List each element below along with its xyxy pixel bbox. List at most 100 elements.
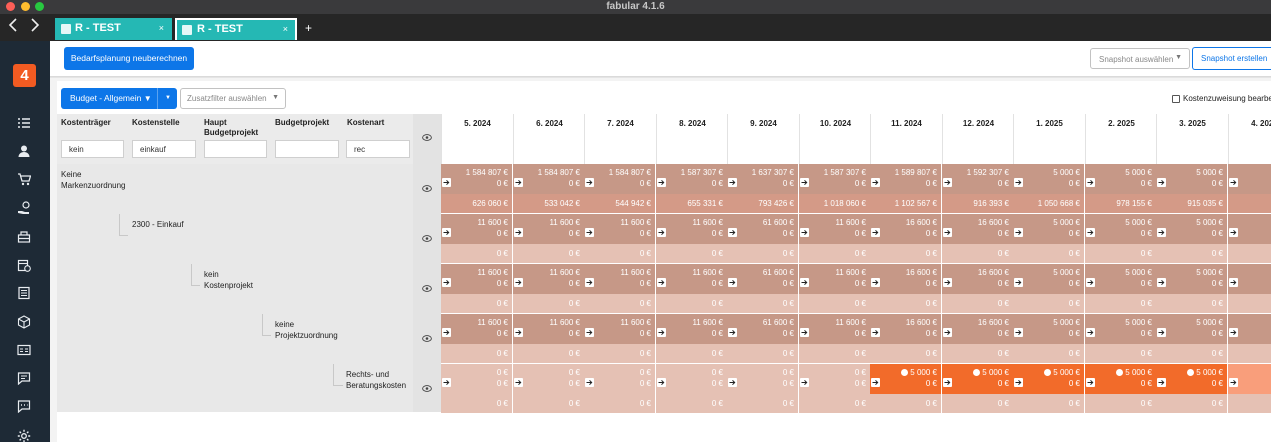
budget-cell[interactable]: 16 600 € 0 €	[942, 214, 1013, 244]
budget-cell[interactable]: 5 000 € 0 €	[870, 364, 941, 394]
arrow-right-icon[interactable]	[1229, 228, 1238, 237]
budget-cell[interactable]: 5 000 € 0 €	[1156, 264, 1227, 294]
budget-cell[interactable]: 16 600 € 0 €	[870, 314, 941, 344]
budget-cell[interactable]: 1 587 307 € 0 €	[799, 164, 870, 194]
arrow-right-icon[interactable]	[585, 278, 594, 287]
eye-icon[interactable]	[422, 335, 432, 342]
arrow-right-icon[interactable]	[1157, 278, 1166, 287]
minimize-window-dot[interactable]	[21, 2, 30, 11]
arrow-right-icon[interactable]	[943, 378, 952, 387]
budget-cell[interactable]: 1 592 307 € 0 €	[942, 164, 1013, 194]
arrow-right-icon[interactable]	[442, 228, 451, 237]
arrow-right-icon[interactable]	[442, 178, 451, 187]
extra-filter-dropdown[interactable]: Zusatzfilter auswählen ▼	[180, 88, 286, 109]
budget-cell[interactable]: 11 600 € 0 €	[656, 214, 727, 244]
recalculate-button[interactable]: Bedarfsplanung neuberechnen	[64, 47, 194, 70]
arrow-right-icon[interactable]	[871, 278, 880, 287]
arrow-right-icon[interactable]	[728, 228, 737, 237]
arrow-right-icon[interactable]	[1229, 178, 1238, 187]
arrow-right-icon[interactable]	[657, 378, 666, 387]
chevron-right-icon[interactable]	[30, 18, 40, 36]
budget-cell[interactable]: 11 600 € 0 €	[584, 214, 655, 244]
arrow-right-icon[interactable]	[1157, 178, 1166, 187]
budget-cell[interactable]: 5 000 € 0 €	[1085, 214, 1156, 244]
budget-cell[interactable]: 1 584 807 € 0 €	[441, 164, 512, 194]
arrow-right-icon[interactable]	[657, 278, 666, 287]
arrow-right-icon[interactable]	[943, 228, 952, 237]
kostenstelle-filter-input[interactable]: einkauf	[132, 140, 196, 158]
arrow-right-icon[interactable]	[514, 378, 523, 387]
budget-cell[interactable]: 0 €0 €	[513, 364, 584, 394]
arrow-right-icon[interactable]	[1014, 178, 1023, 187]
arrow-right-icon[interactable]	[514, 178, 523, 187]
arrow-right-icon[interactable]	[1014, 328, 1023, 337]
budget-cell[interactable]: 0 €0 €	[656, 364, 727, 394]
arrow-right-icon[interactable]	[1157, 228, 1166, 237]
box-icon[interactable]	[17, 315, 31, 329]
list-icon[interactable]	[17, 116, 31, 130]
budget-cell[interactable]: 11 600 € 0 €	[441, 214, 512, 244]
tab-close-icon[interactable]: ×	[158, 23, 164, 33]
user-icon[interactable]	[17, 144, 31, 158]
budget-cell[interactable]	[1228, 264, 1271, 294]
budget-cell[interactable]	[1228, 364, 1271, 394]
budget-cell[interactable]: 11 600 € 0 €	[656, 314, 727, 344]
budget-cell[interactable]: 5 000 € 0 €	[1085, 164, 1156, 194]
arrow-right-icon[interactable]	[514, 278, 523, 287]
arrow-right-icon[interactable]	[442, 278, 451, 287]
tree-node-projektzuordnung[interactable]: keine Projektzuordnung	[275, 320, 338, 340]
arrow-right-icon[interactable]	[871, 228, 880, 237]
tree-node-kostenart[interactable]: Rechts- und Beratungskosten	[346, 370, 407, 390]
budget-cell[interactable]: 1 584 807 € 0 €	[513, 164, 584, 194]
budget-cell[interactable]: 0 €0 €	[584, 364, 655, 394]
budget-cell[interactable]: 61 600 € 0 €	[727, 214, 798, 244]
id-card-icon[interactable]	[17, 343, 31, 357]
calendar-icon[interactable]	[17, 258, 31, 272]
budget-cell[interactable]	[1228, 314, 1271, 344]
arrow-right-icon[interactable]	[442, 378, 451, 387]
tree-node-kostenprojekt[interactable]: kein Kostenprojekt	[204, 270, 253, 290]
cash-register-icon[interactable]	[17, 230, 31, 244]
arrow-right-icon[interactable]	[943, 278, 952, 287]
arrow-right-icon[interactable]	[1014, 378, 1023, 387]
kostentraeger-filter-input[interactable]: kein	[61, 140, 124, 158]
eye-icon[interactable]	[422, 134, 432, 141]
arrow-right-icon[interactable]	[585, 228, 594, 237]
snapshot-select-dropdown[interactable]: Snapshot auswählen ▼	[1090, 48, 1190, 69]
budget-cell[interactable]: 5 000 € 0 €	[1013, 364, 1084, 394]
budget-cell[interactable]: 5 000 € 0 €	[942, 364, 1013, 394]
budget-cell[interactable]: 11 600 € 0 €	[584, 314, 655, 344]
budget-cell[interactable]: 1 587 307 € 0 €	[656, 164, 727, 194]
haupt-filter-input[interactable]	[204, 140, 267, 158]
budget-cell[interactable]: 1 637 307 € 0 €	[727, 164, 798, 194]
budget-cell[interactable]: 11 600 € 0 €	[441, 314, 512, 344]
budget-cell[interactable]: 0 €0 €	[799, 364, 870, 394]
arrow-right-icon[interactable]	[1086, 228, 1095, 237]
chevron-left-icon[interactable]	[8, 18, 18, 36]
arrow-right-icon[interactable]	[1014, 278, 1023, 287]
close-window-dot[interactable]	[6, 2, 15, 11]
arrow-right-icon[interactable]	[728, 328, 737, 337]
kostenart-filter-input[interactable]: rec	[346, 140, 410, 158]
tree-node-kostenstelle[interactable]: 2300 - Einkauf	[132, 220, 184, 229]
budget-cell[interactable]: 5 000 € 0 €	[1013, 214, 1084, 244]
arrow-right-icon[interactable]	[800, 328, 809, 337]
arrow-right-icon[interactable]	[442, 328, 451, 337]
arrow-right-icon[interactable]	[728, 378, 737, 387]
arrow-right-icon[interactable]	[514, 328, 523, 337]
budget-cell[interactable]: 11 600 € 0 €	[656, 264, 727, 294]
chat-icon[interactable]	[17, 371, 31, 385]
add-tab-button[interactable]: +	[305, 21, 313, 35]
budget-cell[interactable]: 16 600 € 0 €	[870, 264, 941, 294]
budget-cell[interactable]: 5 000 € 0 €	[1085, 314, 1156, 344]
app-logo[interactable]: 4	[13, 64, 36, 87]
hand-money-icon[interactable]	[17, 201, 31, 215]
budget-cell[interactable]: 1 584 807 € 0 €	[584, 164, 655, 194]
eye-icon[interactable]	[422, 285, 432, 292]
eye-icon[interactable]	[422, 185, 432, 192]
kostenzuweisung-checkbox[interactable]	[1172, 95, 1180, 103]
budget-cell[interactable]: 0 €0 €	[727, 364, 798, 394]
budget-cell[interactable]: 11 600 € 0 €	[513, 264, 584, 294]
budget-cell[interactable]: 11 600 € 0 €	[441, 264, 512, 294]
arrow-right-icon[interactable]	[1086, 178, 1095, 187]
